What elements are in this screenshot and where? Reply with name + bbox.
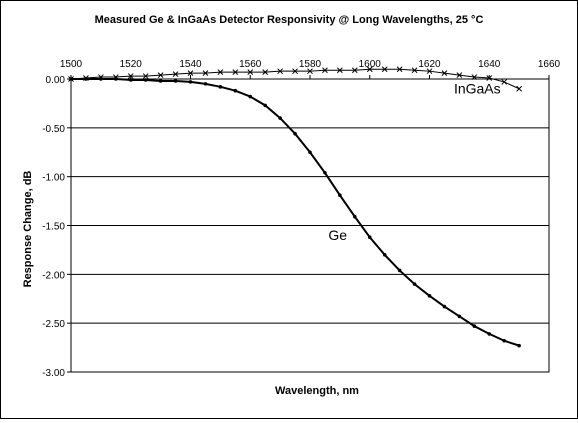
ingaas-data-point — [411, 67, 418, 74]
ge-data-point — [487, 332, 492, 336]
ge-data-point — [472, 324, 477, 328]
ingaas-data-point — [277, 68, 283, 75]
ge-data-point — [248, 94, 253, 99]
ge-data-point — [517, 343, 521, 348]
ge-data-point — [427, 294, 432, 298]
ingaas-data-point — [187, 70, 194, 76]
ingaas-data-point — [127, 73, 134, 79]
ingaas-data-point — [337, 67, 343, 74]
ingaas-data-point — [217, 69, 224, 76]
x-tick-label: 1560 — [239, 59, 262, 70]
ingaas-data-point — [396, 66, 403, 73]
ingaas-data-point — [83, 75, 89, 81]
ge-data-point — [308, 150, 312, 155]
ge-data-point — [158, 79, 163, 83]
series-group: Ge InGaAs — [68, 66, 522, 348]
ingaas-data-point — [157, 72, 164, 78]
ingaas-data-point — [351, 67, 358, 74]
x-tick-label: 1500 — [60, 59, 83, 70]
ingaas-data-point — [307, 68, 313, 75]
x-tick-label: 1540 — [179, 59, 202, 70]
gridlines — [67, 75, 550, 373]
ge-series-line — [71, 78, 520, 347]
ingaas-data-point — [232, 69, 239, 76]
ge-data-point — [502, 338, 506, 343]
ge-data-point — [233, 88, 238, 93]
y-tick-label: -1.50 — [42, 222, 65, 233]
ge-data-point — [412, 282, 417, 286]
ingaas-data-point — [441, 70, 448, 76]
ge-data-point — [442, 304, 447, 309]
ge-data-point — [382, 253, 387, 257]
ingaas-data-point — [471, 74, 478, 80]
ingaas-series-label: InGaAs — [454, 81, 501, 97]
ingaas-data-point — [112, 74, 119, 80]
ingaas-data-point — [426, 68, 433, 75]
y-tick-label: -2.00 — [42, 270, 65, 281]
ingaas-data-point — [202, 70, 209, 76]
x-tick-label: 1660 — [538, 59, 561, 70]
ingaas-data-point — [381, 66, 388, 73]
ge-data-point — [293, 131, 297, 136]
ingaas-data-point — [366, 66, 373, 73]
x-tick-label: 1520 — [120, 59, 143, 70]
ge-data-point — [218, 85, 223, 89]
y-tick-label: -1.00 — [42, 173, 65, 184]
y-tick-label: -3.00 — [42, 368, 65, 379]
ge-data-point — [338, 193, 342, 198]
ge-data-point — [188, 80, 193, 84]
ingaas-data-point — [456, 72, 463, 78]
x-tick-label: 1580 — [299, 59, 322, 70]
ge-series-label: Ge — [328, 227, 347, 243]
ge-data-point — [353, 214, 357, 219]
x-axis-label: Wavelength, nm — [275, 385, 359, 397]
y-tick-label: -0.50 — [42, 124, 65, 135]
ingaas-data-point — [501, 79, 508, 85]
ingaas-data-point — [322, 67, 328, 74]
y-tick-label: -2.50 — [42, 319, 65, 330]
chart-title: Measured Ge & InGaAs Detector Responsivi… — [95, 14, 484, 26]
ingaas-data-point — [262, 69, 269, 76]
ingaas-data-point — [486, 75, 493, 81]
ingaas-data-point — [516, 85, 522, 92]
ge-data-point — [263, 103, 267, 108]
y-axis-label: Response Change, dB — [22, 171, 34, 288]
ingaas-data-point — [142, 73, 149, 79]
ge-data-point — [457, 314, 462, 319]
x-tick-labels: 1500 1520 1540 1560 1580 1600 1620 1640 1660 — [60, 59, 561, 70]
y-tick-label: 0.00 — [46, 75, 66, 86]
ingaas-data-point — [172, 71, 179, 77]
ge-data-point — [143, 78, 148, 82]
x-tick-label: 1600 — [359, 59, 382, 70]
ge-data-point — [397, 268, 402, 273]
ge-data-point — [173, 79, 178, 83]
y-tick-labels: 0.00 -0.50 -1.00 -1.50 -2.00 -2.50 -3.00 — [42, 75, 65, 379]
ge-data-point — [128, 78, 133, 82]
ge-data-point — [323, 170, 327, 175]
ingaas-data-point — [98, 74, 104, 80]
x-tick-label: 1620 — [418, 59, 441, 70]
ingaas-data-point — [247, 69, 254, 76]
ingaas-data-point — [292, 68, 298, 75]
x-tick-label: 1640 — [478, 59, 501, 70]
ge-data-point — [367, 235, 372, 240]
ge-data-point — [203, 82, 208, 86]
ge-data-point — [278, 116, 282, 120]
ingaas-data-point — [68, 76, 74, 82]
